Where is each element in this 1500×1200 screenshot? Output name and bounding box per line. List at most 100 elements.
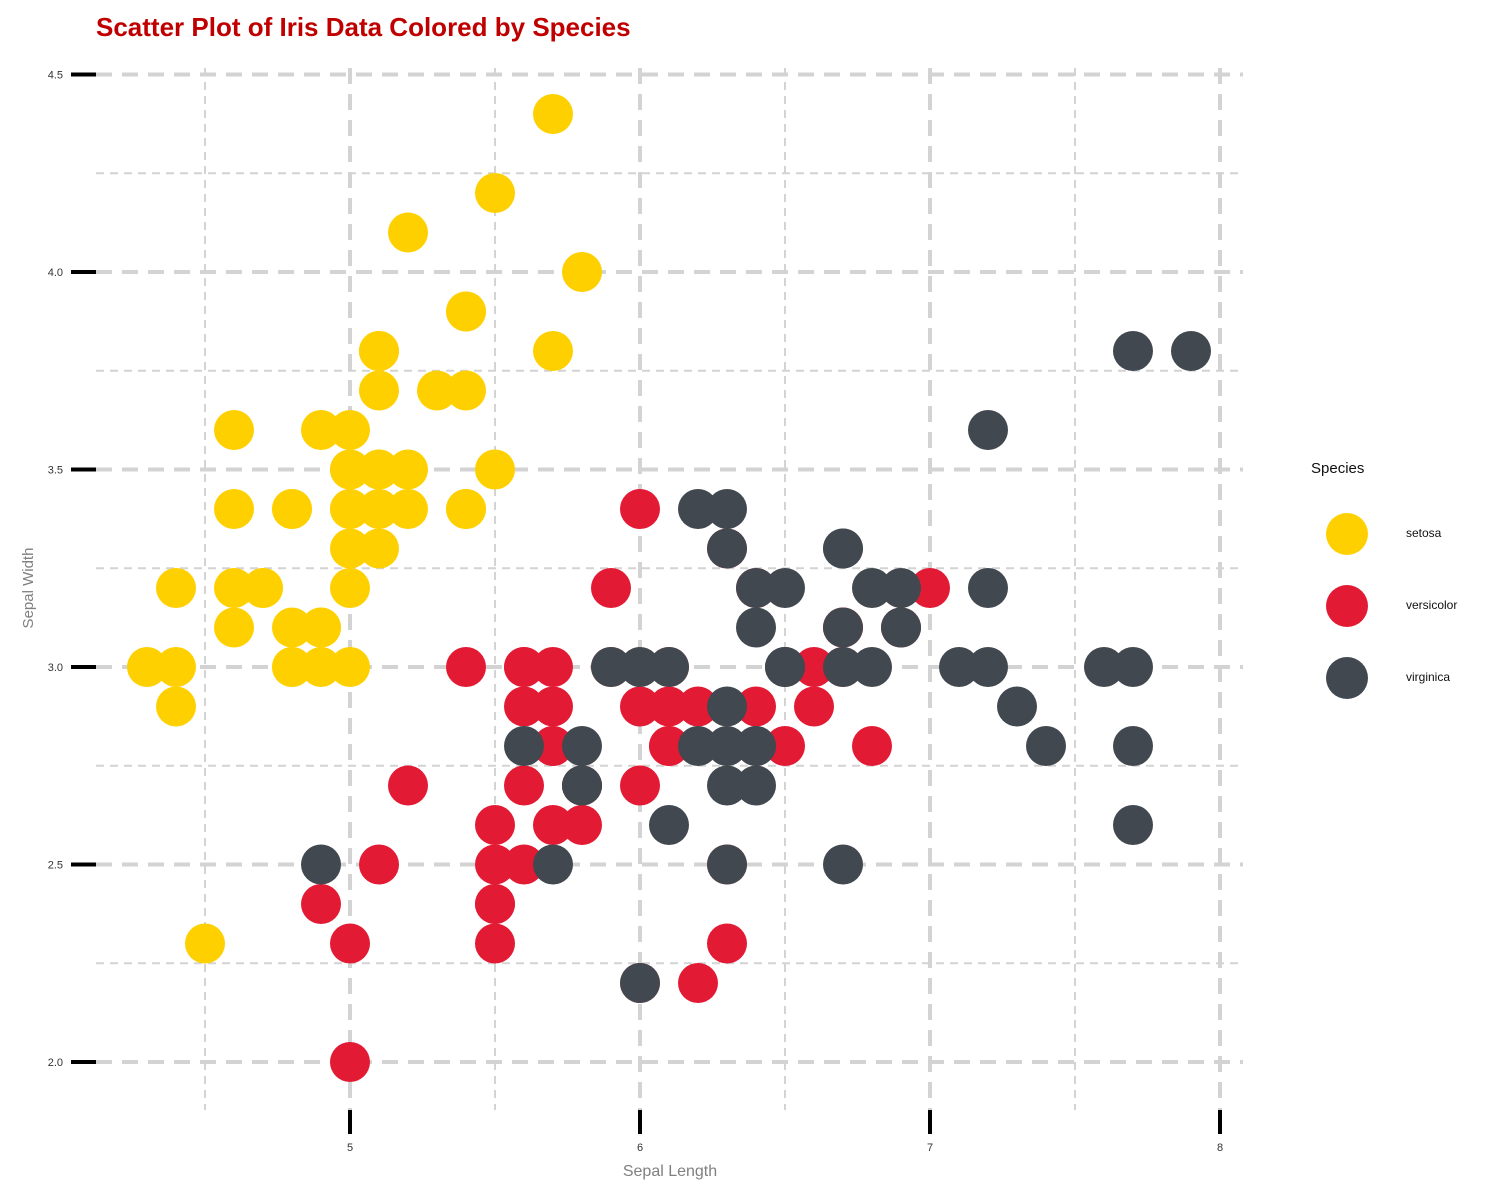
legend-key-versicolor [1326,585,1368,627]
data-point-setosa [330,410,370,450]
data-point-versicolor [475,884,515,924]
data-point-virginica [620,963,660,1003]
data-point-setosa [388,449,428,490]
data-point-virginica [736,607,776,648]
data-point-virginica [301,844,341,885]
data-point-virginica [852,647,892,687]
data-point-virginica [707,489,747,529]
data-point-virginica [997,686,1037,727]
data-point-versicolor [649,686,689,727]
data-point-virginica [823,647,863,687]
data-point-virginica [823,607,863,648]
data-point-virginica [765,647,805,687]
data-point-setosa [417,370,457,411]
data-point-virginica [1113,647,1153,687]
data-point-setosa [475,449,515,490]
y-tick-label: 3.0 [48,662,63,674]
data-point-virginica [707,686,747,727]
data-point-virginica [504,726,544,766]
x-tick-label: 5 [347,1142,353,1154]
data-point-setosa [533,94,573,134]
data-point-versicolor [910,568,950,608]
data-point-versicolor [504,647,544,687]
data-point-setosa [185,923,225,964]
data-point-versicolor [591,568,631,608]
data-point-virginica [1113,805,1153,845]
data-point-versicolor [388,765,428,806]
data-point-versicolor [533,647,573,687]
data-point-setosa [330,568,370,608]
data-point-setosa [301,410,341,450]
x-tick-label: 8 [1217,1142,1223,1154]
data-point-virginica [562,765,602,806]
data-point-setosa [214,607,254,648]
data-point-versicolor [649,726,689,766]
data-point-versicolor [620,686,660,727]
data-point-virginica [707,765,747,806]
data-point-virginica [562,726,602,766]
data-point-setosa [475,173,515,213]
data-point-versicolor [852,726,892,766]
data-point-virginica [1113,726,1153,766]
data-point-versicolor [678,963,718,1003]
data-point-setosa [272,489,312,529]
data-point-versicolor [475,805,515,845]
data-point-virginica [620,647,660,687]
data-point-setosa [388,212,428,253]
data-point-versicolor [533,805,573,845]
data-point-virginica [707,844,747,885]
data-point-virginica [649,805,689,845]
axis-ticks: 2.0 2.5 3.0 3.5 4.0 4.5 5 6 7 8 [48,70,1223,1155]
data-point-virginica [939,647,979,687]
data-point-setosa [127,647,167,687]
data-point-versicolor [359,844,399,885]
data-point-setosa [446,291,486,332]
data-point-virginica [1113,331,1153,371]
data-point-versicolor [794,686,834,727]
data-point-versicolor [707,923,747,964]
data-point-versicolor [330,1042,370,1082]
data-point-setosa [330,489,370,529]
legend-key-setosa [1326,513,1368,555]
data-point-virginica [881,607,921,648]
data-point-virginica [1171,331,1211,371]
data-point-versicolor [736,686,776,727]
data-point-virginica [823,844,863,885]
data-point-virginica [678,726,718,766]
data-point-setosa [359,449,399,490]
data-point-virginica [823,528,863,569]
y-axis-label: Sepal Width [20,548,37,629]
y-tick-label: 2.5 [48,860,63,872]
data-point-virginica [1026,726,1066,766]
data-point-setosa [388,489,428,529]
data-point-virginica [968,568,1008,608]
data-point-versicolor [475,923,515,964]
data-point-versicolor [678,686,718,727]
data-point-virginica [968,647,1008,687]
data-point-versicolor [533,686,573,727]
data-points [127,94,1211,1082]
data-point-virginica [649,647,689,687]
data-point-setosa [156,686,196,727]
data-point-versicolor [446,647,486,687]
legend-item-versicolor: versicolor [1326,585,1496,629]
data-point-versicolor [562,805,602,845]
data-point-virginica [765,568,805,608]
data-point-setosa [533,331,573,371]
data-point-virginica [1084,647,1124,687]
legend-title: Species [1311,460,1365,477]
y-tick-label: 4.5 [48,70,63,82]
data-point-setosa [359,489,399,529]
data-point-setosa [562,252,602,292]
data-point-versicolor [765,726,805,766]
y-tick-label: 2.0 [48,1057,63,1069]
data-point-setosa [214,568,254,608]
y-tick-label: 4.0 [48,267,63,279]
data-point-setosa [243,568,283,608]
data-point-virginica [852,568,892,608]
data-point-virginica [881,568,921,608]
data-point-virginica [736,568,776,608]
data-point-versicolor [475,844,515,885]
data-point-versicolor [533,726,573,766]
x-axis-label: Sepal Length [623,1163,717,1180]
